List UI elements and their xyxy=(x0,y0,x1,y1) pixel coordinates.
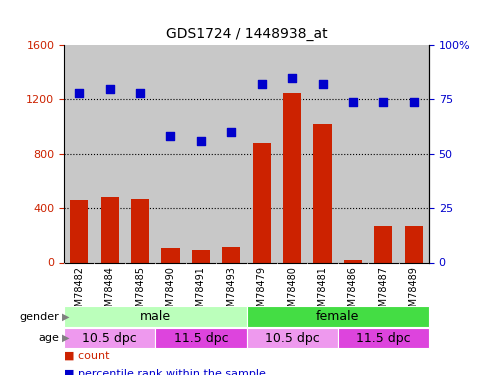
Point xyxy=(380,99,387,105)
Bar xyxy=(125,45,155,262)
Point xyxy=(258,81,266,87)
Bar xyxy=(314,124,332,262)
Bar xyxy=(155,45,186,262)
Text: female: female xyxy=(316,310,359,323)
Bar xyxy=(252,143,271,262)
Bar xyxy=(155,328,246,348)
Text: age: age xyxy=(38,333,59,343)
Text: GSM78493: GSM78493 xyxy=(226,266,236,319)
Point xyxy=(167,134,175,140)
Point xyxy=(227,129,235,135)
Bar xyxy=(246,328,338,348)
Text: ■ count: ■ count xyxy=(64,350,109,360)
Bar xyxy=(192,250,210,262)
Bar xyxy=(344,260,362,262)
Text: 10.5 dpc: 10.5 dpc xyxy=(82,332,137,345)
Bar xyxy=(101,197,119,262)
Bar xyxy=(131,199,149,262)
Text: GSM78489: GSM78489 xyxy=(409,266,419,319)
Text: GSM78484: GSM78484 xyxy=(105,266,115,319)
Bar xyxy=(246,45,277,262)
Bar xyxy=(246,306,429,327)
Bar xyxy=(186,45,216,262)
Point xyxy=(288,75,296,81)
Text: GSM78480: GSM78480 xyxy=(287,266,297,319)
Bar xyxy=(222,247,241,262)
Text: GSM78490: GSM78490 xyxy=(166,266,176,319)
Text: ■ percentile rank within the sample: ■ percentile rank within the sample xyxy=(64,369,266,375)
Bar xyxy=(307,45,338,262)
Bar xyxy=(277,45,307,262)
Bar xyxy=(368,45,398,262)
Bar xyxy=(64,328,155,348)
Bar xyxy=(338,328,429,348)
Bar xyxy=(283,93,301,262)
Text: GSM78487: GSM78487 xyxy=(378,266,388,319)
Point xyxy=(106,86,113,92)
Text: male: male xyxy=(140,310,171,323)
Bar xyxy=(64,306,246,327)
Point xyxy=(75,90,83,96)
Point xyxy=(318,81,326,87)
Point xyxy=(410,99,418,105)
Text: GSM78491: GSM78491 xyxy=(196,266,206,319)
Point xyxy=(197,138,205,144)
Text: gender: gender xyxy=(19,312,59,322)
Text: GSM78486: GSM78486 xyxy=(348,266,358,319)
Text: GSM78485: GSM78485 xyxy=(135,266,145,319)
Text: GSM78481: GSM78481 xyxy=(317,266,327,319)
Text: GSM78479: GSM78479 xyxy=(257,266,267,319)
Bar xyxy=(216,45,246,262)
Bar xyxy=(398,45,429,262)
Bar xyxy=(374,226,392,262)
Bar xyxy=(161,248,179,262)
Title: GDS1724 / 1448938_at: GDS1724 / 1448938_at xyxy=(166,27,327,41)
Text: 10.5 dpc: 10.5 dpc xyxy=(265,332,319,345)
Text: ▶: ▶ xyxy=(62,333,69,343)
Point xyxy=(136,90,144,96)
Text: 11.5 dpc: 11.5 dpc xyxy=(356,332,411,345)
Text: ▶: ▶ xyxy=(62,312,69,322)
Bar xyxy=(70,200,88,262)
Text: 11.5 dpc: 11.5 dpc xyxy=(174,332,228,345)
Bar xyxy=(64,45,95,262)
Point xyxy=(349,99,357,105)
Bar xyxy=(338,45,368,262)
Bar xyxy=(405,226,423,262)
Bar xyxy=(95,45,125,262)
Text: GSM78482: GSM78482 xyxy=(74,266,84,319)
